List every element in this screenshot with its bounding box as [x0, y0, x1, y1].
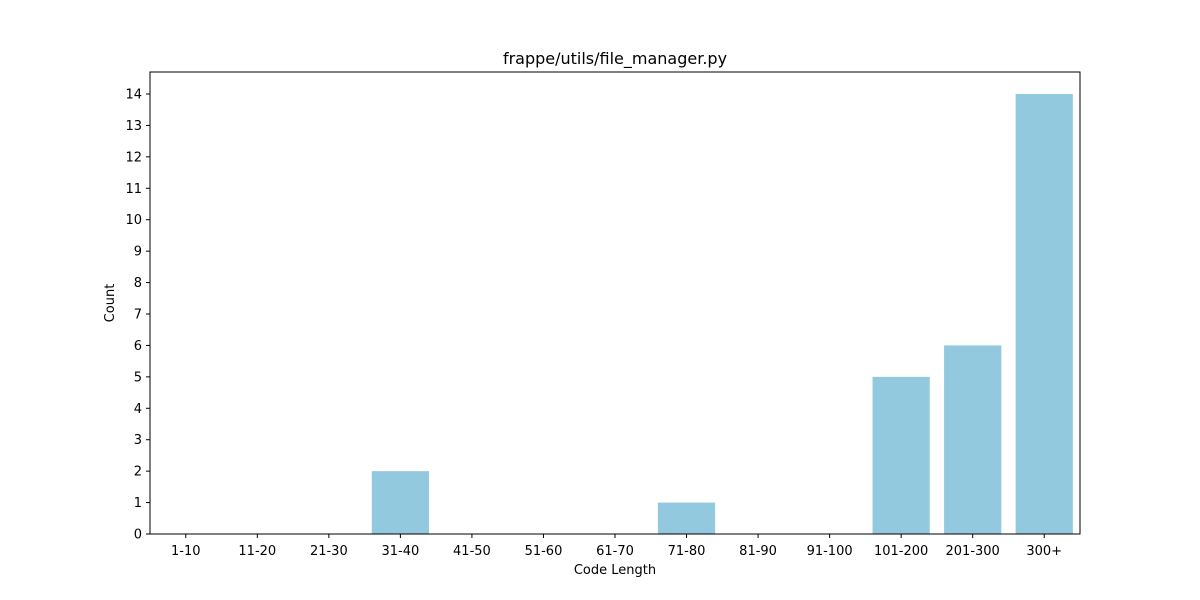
y-tick-label: 0 — [134, 528, 142, 543]
y-tick-label: 14 — [125, 88, 142, 103]
x-axis-ticks: 1-10 11-20 21-30 31-40 41-50 51-60 61-70 71-80 8… — [171, 534, 1062, 559]
x-tick-label: 201-300 — [946, 544, 1000, 559]
y-tick-label: 8 — [134, 276, 142, 291]
bar-71-80 — [657, 502, 716, 534]
x-tick-label: 51-60 — [525, 544, 563, 559]
y-tick-label: 4 — [134, 402, 142, 417]
bar-101-200 — [872, 376, 930, 534]
bars-group — [371, 94, 1073, 534]
y-tick-label: 1 — [134, 496, 142, 511]
y-tick-label: 12 — [125, 150, 142, 165]
x-tick-label: 91-100 — [807, 544, 853, 559]
x-tick-label: 1-10 — [171, 544, 201, 559]
plot-frame — [149, 71, 1081, 535]
x-tick-label: 61-70 — [596, 544, 634, 559]
y-tick-label: 5 — [134, 370, 142, 385]
y-tick-label: 10 — [125, 213, 142, 228]
x-tick-label: 11-20 — [238, 544, 276, 559]
bar-31-40 — [371, 471, 429, 534]
x-tick-label: 300+ — [1026, 544, 1062, 559]
x-tick-label: 71-80 — [668, 544, 706, 559]
x-tick-label: 31-40 — [381, 544, 419, 559]
y-axis-label: Count — [103, 284, 118, 323]
y-tick-label: 9 — [134, 245, 142, 260]
y-tick-label: 6 — [134, 339, 142, 354]
x-tick-label: 41-50 — [453, 544, 491, 559]
y-tick-label: 13 — [125, 119, 142, 134]
y-tick-label: 3 — [134, 433, 142, 448]
bar-300+ — [1015, 94, 1073, 534]
y-tick-label: 7 — [134, 308, 142, 323]
x-tick-label: 81-90 — [739, 544, 777, 559]
y-tick-label: 2 — [134, 465, 142, 480]
y-tick-label: 11 — [125, 182, 142, 197]
x-tick-label: 21-30 — [310, 544, 348, 559]
bar-201-300 — [944, 345, 1002, 534]
x-axis-label: Code Length — [574, 563, 656, 578]
x-tick-label: 101-200 — [874, 544, 928, 559]
chart-title: frappe/utils/file_manager.py — [503, 49, 727, 69]
